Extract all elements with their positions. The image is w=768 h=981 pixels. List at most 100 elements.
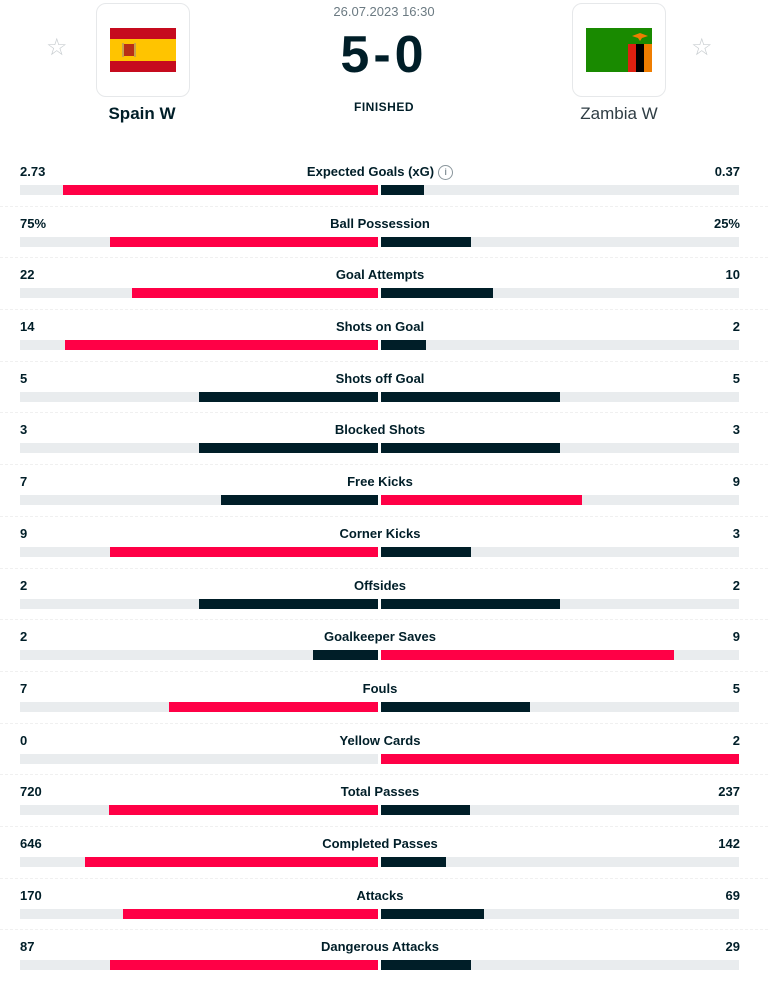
stat-label-text: Goal Attempts (335, 267, 425, 283)
away-stat-track (381, 288, 739, 299)
away-stat-bar (381, 650, 674, 661)
home-stat-value: 14 (20, 319, 35, 335)
spain-flag-icon (110, 28, 176, 72)
away-stat-value: 5 (732, 680, 740, 696)
stat-row: 9 Corner Kicks 3 (0, 515, 768, 568)
away-stat-bar (381, 960, 471, 971)
home-stat-value: 5 (20, 370, 28, 386)
home-stat-track (20, 856, 378, 867)
away-team-logo[interactable] (572, 3, 666, 97)
away-stat-track (381, 443, 739, 454)
stat-label-text: Shots on Goal (335, 319, 425, 335)
away-stat-bar (381, 908, 485, 919)
match-status: FINISHED (353, 100, 414, 114)
stat-row: 2 Goalkeeper Saves 9 (0, 619, 768, 671)
home-stat-value: 75% (20, 215, 47, 231)
away-stat-track (381, 495, 739, 506)
away-stat-track (381, 598, 739, 609)
home-stat-bar (109, 960, 378, 971)
home-stat-track (20, 495, 378, 506)
away-stat-value: 2 (732, 732, 740, 748)
stat-label-text: Offsides (353, 577, 406, 593)
away-stat-bar (381, 598, 560, 609)
info-icon[interactable]: i (438, 165, 454, 180)
away-stat-value: 3 (732, 422, 740, 438)
away-stat-value: 2 (732, 577, 740, 593)
home-stat-bar (312, 650, 378, 661)
away-team-name[interactable]: Zambia W (580, 104, 658, 123)
away-stat-bar (381, 288, 493, 299)
stat-label: Total Passes (0, 784, 760, 799)
home-stat-bar (199, 391, 378, 402)
away-stat-track (381, 391, 739, 402)
home-stat-track (20, 185, 378, 195)
home-stat-bar (199, 443, 378, 454)
match-header: ☆ Spain W 26.07.2023 16:30 5-0 FINISHED … (0, 0, 768, 150)
match-datetime: 26.07.2023 16:30 (333, 4, 435, 19)
home-stat-bar (108, 805, 378, 816)
stat-label-text: Total Passes (340, 784, 420, 800)
stat-label: Offsides (0, 578, 760, 593)
stat-row: 5 Shots off Goal 5 (0, 360, 768, 413)
stat-label: Fouls (0, 681, 760, 696)
home-team-logo[interactable] (96, 3, 190, 97)
home-stat-track (20, 391, 378, 402)
home-stat-track (20, 288, 378, 299)
away-stat-bar (381, 185, 424, 195)
away-stat-bar (381, 495, 583, 506)
away-stat-bar (381, 443, 560, 454)
home-stat-value: 2.73 (20, 164, 46, 179)
away-stat-value: 3 (732, 525, 740, 541)
stat-label: Ball Possession (0, 216, 760, 231)
stat-row: 14 Shots on Goal 2 (0, 309, 768, 361)
away-stat-value: 25% (713, 215, 740, 231)
away-stat-value: 237 (718, 784, 740, 800)
stat-row: 170 Attacks 69 (0, 877, 768, 930)
stat-label-text: Ball Possession (330, 215, 430, 231)
away-stat-track (381, 701, 739, 712)
stat-label: Shots off Goal (0, 371, 760, 386)
statistics-list: 2.73 Expected Goals (xG) i 0.37 75% Ball Poss… (0, 155, 768, 981)
stat-row: 7 Fouls 5 (0, 670, 768, 723)
home-stat-bar (199, 598, 378, 609)
home-stat-track (20, 805, 378, 816)
star-outline-icon[interactable]: ☆ (46, 34, 68, 61)
away-stat-value: 69 (725, 887, 740, 903)
home-stat-track (20, 753, 378, 764)
away-stat-track (381, 856, 739, 867)
stat-label: Dangerous Attacks (0, 939, 760, 954)
home-stat-track (20, 650, 378, 661)
away-stat-value: 9 (732, 474, 740, 490)
home-stat-value: 170 (20, 887, 42, 903)
stat-label: Completed Passes (0, 836, 760, 851)
stat-row: 7 Free Kicks 9 (0, 464, 768, 516)
away-stat-bar (381, 805, 470, 816)
stat-row: 87 Dangerous Attacks 29 (0, 929, 768, 981)
stat-label: Attacks (0, 888, 760, 903)
stat-label: Blocked Shots (0, 422, 760, 437)
home-stat-track (20, 701, 378, 712)
stat-label-text: Completed Passes (322, 835, 438, 851)
stat-label: Expected Goals (xG) i (0, 164, 760, 180)
stat-label-text: Attacks (356, 887, 404, 903)
stat-label: Goalkeeper Saves (0, 629, 760, 644)
home-stat-value: 646 (20, 835, 42, 851)
stat-label-text: Fouls (362, 680, 398, 696)
away-stat-track (381, 340, 739, 351)
away-stat-value: 29 (725, 939, 740, 955)
home-stat-bar (109, 546, 378, 557)
away-stat-value: 142 (718, 835, 740, 851)
home-team-name[interactable]: Spain W (108, 104, 176, 123)
away-stat-bar (381, 856, 446, 867)
home-stat-bar (169, 701, 378, 712)
star-outline-icon[interactable]: ☆ (691, 34, 713, 61)
home-stat-track (20, 340, 378, 351)
home-stat-value: 7 (20, 680, 28, 696)
home-stat-value: 7 (20, 474, 28, 490)
home-stat-track (20, 908, 378, 919)
stat-row: 646 Completed Passes 142 (0, 825, 768, 878)
stat-label-text: Free Kicks (347, 474, 413, 490)
away-stat-bar (381, 753, 739, 764)
stat-label-text: Expected Goals (xG) (306, 164, 435, 179)
away-stat-bar (381, 701, 531, 712)
